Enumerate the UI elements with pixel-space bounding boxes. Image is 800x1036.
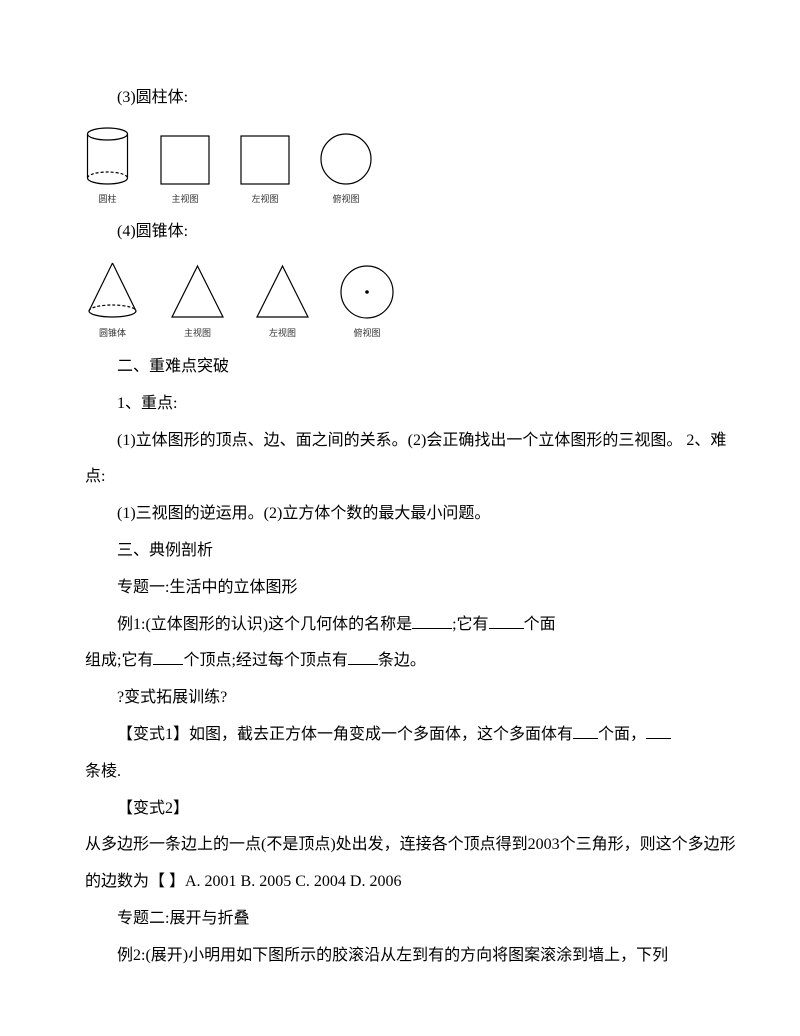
fig-label: 主视图 (184, 323, 211, 344)
topic2-heading: 专题二:展开与折叠 (85, 901, 740, 938)
fig-label: 圆锥体 (99, 323, 126, 344)
triangle-icon (170, 264, 225, 319)
circle-dot-icon (340, 265, 394, 319)
ex1-text-e: 个顶点;经过每个顶点有 (183, 652, 347, 669)
blank-input[interactable] (573, 722, 598, 739)
fig-cone-top: 俯视图 (340, 265, 394, 344)
key-point-body: (1)立体图形的顶点、边、面之间的关系。(2)会正确找出一个立体图形的三视图。 … (85, 423, 740, 497)
difficulty-body: (1)三视图的逆运用。(2)立方体个数的最大最小问题。 (85, 496, 740, 533)
cone-icon (85, 261, 140, 319)
fig-label: 圆柱 (98, 189, 116, 210)
ex1-text-c: 个面 (524, 616, 556, 633)
fig-label: 俯视图 (332, 189, 359, 210)
triangle-icon (255, 264, 310, 319)
blank-input[interactable] (153, 648, 183, 665)
fig-label: 主视图 (171, 189, 198, 210)
variation-heading: ?变式拓展训练? (85, 680, 740, 717)
fig-cone-front: 主视图 (170, 264, 225, 344)
heading-difficulties: 二、重难点突破 (85, 349, 740, 386)
ex1-text-f: 条边。 (378, 652, 426, 669)
heading-examples: 三、典例剖析 (85, 533, 740, 570)
var1-text-b: 个面， (598, 726, 646, 743)
section3-title: (3)圆柱体: (85, 80, 740, 117)
example2: 例2:(展开)小明用如下图所示的胶滚沿从左到有的方向将图案滚涂到墙上，下列 (85, 938, 740, 975)
square-icon (160, 135, 210, 185)
blank-input[interactable] (489, 612, 524, 629)
fig-cylinder-top: 俯视图 (320, 133, 372, 210)
fig-cylinder-3d: 圆柱 (85, 127, 130, 210)
cone-figure-row: 圆锥体 主视图 左视图 俯视图 (85, 261, 740, 344)
fig-cone-left: 左视图 (255, 264, 310, 344)
var1-text-a: 【变式1】如图，截去正方体一角变成一个多面体，这个多面体有 (117, 726, 573, 743)
example1-line1: 例1:(立体图形的认识)这个几何体的名称是 ;它有 个面 (85, 607, 740, 644)
fig-cone-3d: 圆锥体 (85, 261, 140, 344)
example1-line2: 组成;它有 个顶点;经过每个顶点有 条边。 (85, 643, 740, 680)
fig-cylinder-front: 主视图 (160, 135, 210, 210)
ex1-text-b: ;它有 (452, 616, 488, 633)
fig-label: 左视图 (251, 189, 278, 210)
ex1-text-d: 组成;它有 (85, 652, 153, 669)
fig-cylinder-left: 左视图 (240, 135, 290, 210)
ex1-text-a: 例1:(立体图形的认识)这个几何体的名称是 (117, 616, 412, 633)
square-icon (240, 135, 290, 185)
document-page: (3)圆柱体: 圆柱 主视图 左视图 (0, 0, 800, 1035)
fig-label: 左视图 (269, 323, 296, 344)
blank-input[interactable] (646, 722, 671, 739)
blank-input[interactable] (348, 648, 378, 665)
topic1-heading: 专题一:生活中的立体图形 (85, 570, 740, 607)
section4-title: (4)圆锥体: (85, 214, 740, 251)
variation1-tail: 条棱. (85, 754, 740, 791)
variation2-body: 从多边形一条边上的一点(不是顶点)处出发，连接各个顶点得到2003个三角形，则这… (85, 827, 740, 901)
cylinder-icon (85, 127, 130, 185)
blank-input[interactable] (412, 612, 452, 629)
fig-label: 俯视图 (353, 323, 380, 344)
circle-icon (320, 133, 372, 185)
variation1: 【变式1】如图，截去正方体一角变成一个多面体，这个多面体有 个面， (85, 717, 740, 754)
key-point-heading: 1、重点: (85, 386, 740, 423)
cylinder-figure-row: 圆柱 主视图 左视图 俯视图 (85, 127, 740, 210)
variation2-heading: 【变式2】 (85, 791, 740, 828)
